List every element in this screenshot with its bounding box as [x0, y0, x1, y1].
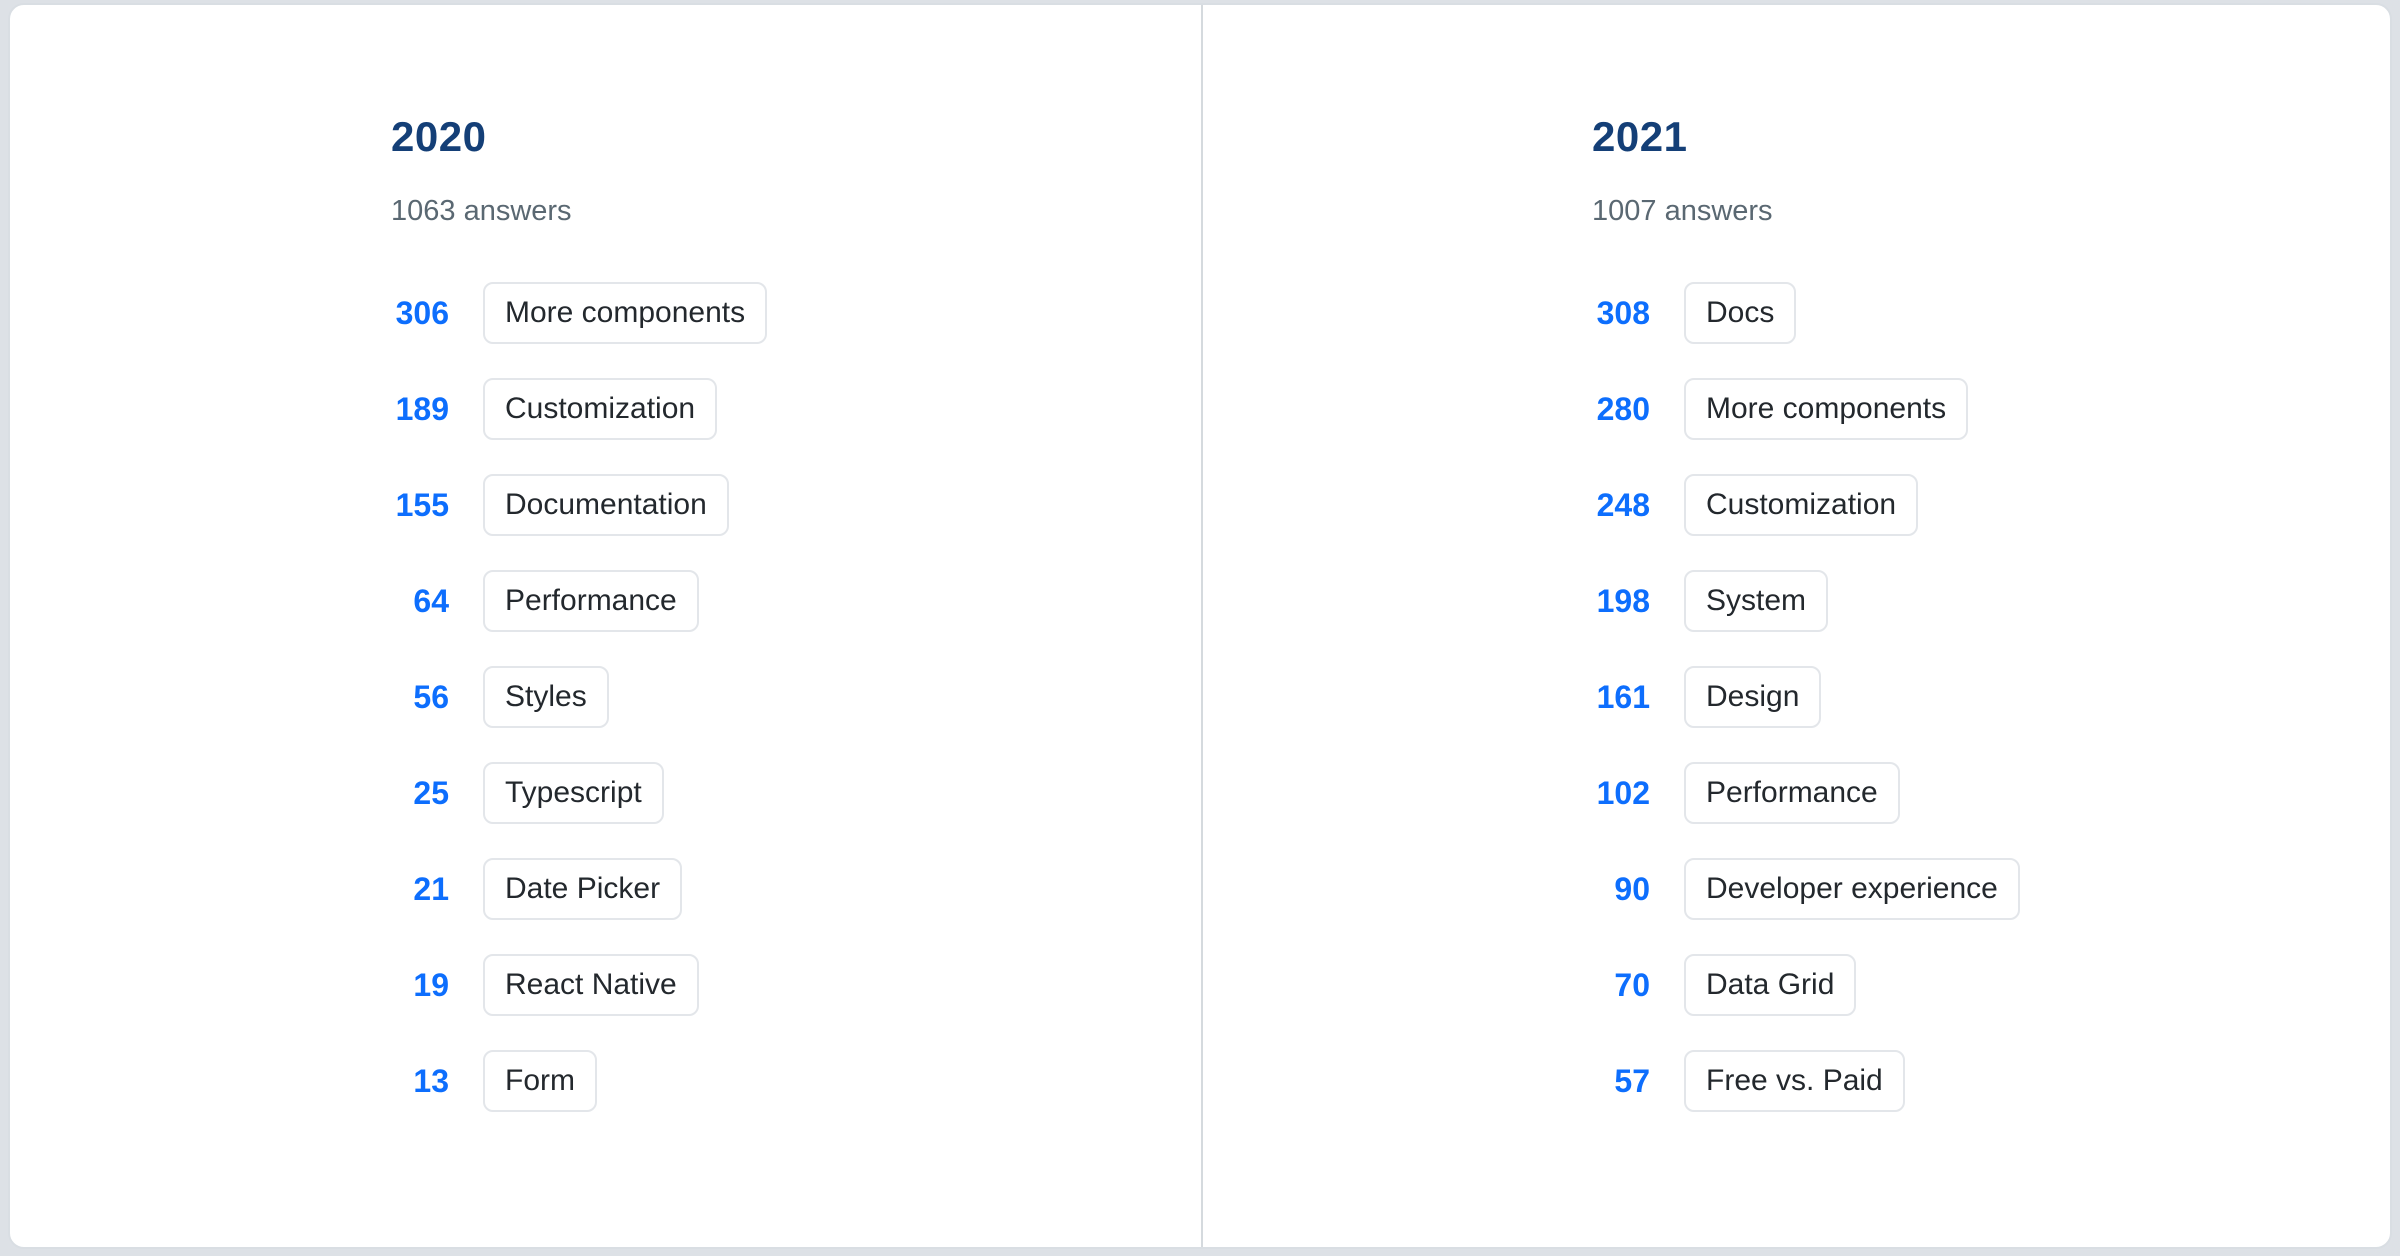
answer-count: 13 — [413, 1062, 449, 1099]
answer-row: 70 Data Grid — [1592, 953, 2390, 1017]
answer-count: 102 — [1596, 774, 1650, 811]
answer-chip: Date Picker — [483, 858, 683, 920]
answer-row: 198 System — [1592, 569, 2390, 633]
answer-row: 189 Customization — [391, 377, 1201, 441]
answer-row: 102 Performance — [1592, 761, 2390, 825]
answer-count: 198 — [1596, 582, 1650, 619]
year-column-2020: 2020 1063 answers 306 More components 189 C… — [10, 5, 1201, 1247]
answers-count: 1063 answers — [391, 195, 572, 227]
answer-row: 90 Developer experience — [1592, 857, 2390, 921]
answer-chip: Documentation — [483, 474, 729, 536]
answer-count: 25 — [413, 774, 449, 811]
answers-count: 1007 answers — [1592, 195, 1773, 227]
answer-chip: Performance — [1684, 762, 1900, 824]
answer-row: 13 Form — [391, 1049, 1201, 1113]
column-divider — [1201, 5, 1203, 1247]
answer-count: 161 — [1596, 678, 1650, 715]
answer-row: 21 Date Picker — [391, 857, 1201, 921]
answer-count: 308 — [1596, 294, 1650, 331]
answer-chip: System — [1684, 570, 1829, 632]
year-heading: 2020 — [391, 113, 487, 160]
answer-chip: Design — [1684, 666, 1822, 728]
answer-chip: Developer experience — [1684, 858, 2020, 920]
answer-count: 280 — [1596, 390, 1650, 427]
answer-chip: Performance — [483, 570, 699, 632]
answer-chip: Typescript — [483, 762, 664, 824]
answer-count: 19 — [413, 966, 449, 1003]
answer-row: 19 React Native — [391, 953, 1201, 1017]
answer-count: 21 — [413, 870, 449, 907]
answer-count: 64 — [413, 582, 449, 619]
answer-row: 155 Documentation — [391, 473, 1201, 537]
answer-count: 155 — [395, 486, 449, 523]
answer-count: 56 — [413, 678, 449, 715]
answer-chip: Free vs. Paid — [1684, 1050, 1905, 1112]
answer-row: 57 Free vs. Paid — [1592, 1049, 2390, 1113]
answer-chip: Styles — [483, 666, 609, 728]
survey-results-card: 2020 1063 answers 306 More components 189 C… — [8, 3, 2392, 1249]
answer-count: 248 — [1596, 486, 1650, 523]
answer-row: 25 Typescript — [391, 761, 1201, 825]
answer-chip: React Native — [483, 954, 699, 1016]
answer-chip: More components — [483, 282, 768, 344]
answer-chip: Data Grid — [1684, 954, 1857, 1016]
answer-row: 280 More components — [1592, 377, 2390, 441]
answer-chip: Customization — [483, 378, 718, 440]
answer-row: 308 Docs — [1592, 281, 2390, 345]
answer-list: 308 Docs 280 More components 248 Customizatio… — [1592, 281, 2390, 1113]
answer-row: 306 More components — [391, 281, 1201, 345]
answer-count: 57 — [1614, 1062, 1650, 1099]
answer-chip: More components — [1684, 378, 1969, 440]
answer-row: 56 Styles — [391, 665, 1201, 729]
answer-row: 161 Design — [1592, 665, 2390, 729]
answer-chip: Form — [483, 1050, 597, 1112]
answer-count: 70 — [1614, 966, 1650, 1003]
answer-count: 306 — [395, 294, 449, 331]
year-column-2021: 2021 1007 answers 308 Docs 280 More compone… — [1203, 5, 2390, 1247]
answer-list: 306 More components 189 Customization 155 Doc… — [391, 281, 1201, 1113]
answer-count: 90 — [1614, 870, 1650, 907]
answer-chip: Docs — [1684, 282, 1797, 344]
answer-chip: Customization — [1684, 474, 1919, 536]
year-heading: 2021 — [1592, 113, 1688, 160]
answer-row: 248 Customization — [1592, 473, 2390, 537]
answer-count: 189 — [395, 390, 449, 427]
answer-row: 64 Performance — [391, 569, 1201, 633]
